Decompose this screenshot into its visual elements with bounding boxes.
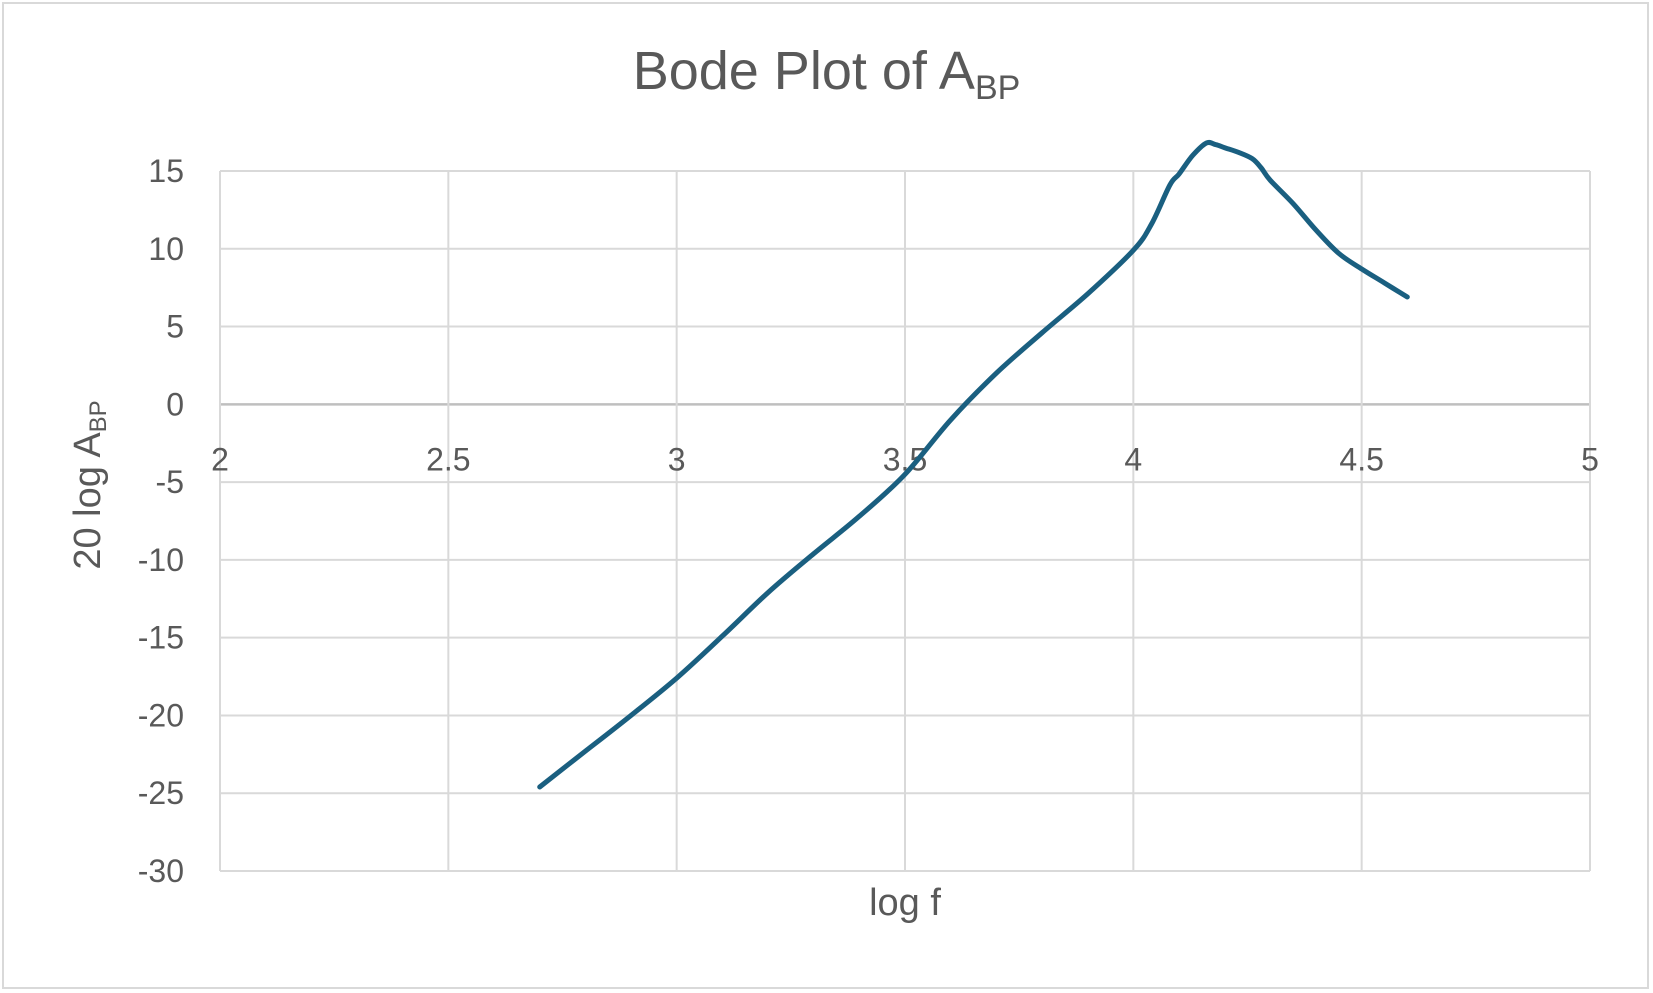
y-tick-label: 0 xyxy=(166,386,184,422)
x-axis-label: log f xyxy=(869,882,941,924)
x-tick-label: 2 xyxy=(211,441,229,477)
y-tick-label: -10 xyxy=(138,542,184,578)
chart-title-subscript: BP xyxy=(974,69,1021,107)
series-line xyxy=(537,139,1410,790)
x-tick-label: 3 xyxy=(668,441,686,477)
y-tick-labels: 15 10 5 0 -5 -10 -15 -20 -25 -30 xyxy=(138,153,184,889)
x-tick-label: 4 xyxy=(1124,441,1142,477)
grid-lines xyxy=(219,170,1591,872)
y-tick-label: -25 xyxy=(138,775,184,811)
y-tick-label: 5 xyxy=(166,309,184,345)
x-tick-label: 5 xyxy=(1581,441,1599,477)
x-tick-labels: 2 2.5 3 3.5 4 4.5 5 xyxy=(211,441,1599,477)
x-tick-label: 2.5 xyxy=(426,441,470,477)
y-tick-label: -15 xyxy=(138,620,184,656)
y-tick-label: 10 xyxy=(148,231,184,267)
x-tick-label: 4.5 xyxy=(1339,441,1383,477)
y-tick-label: -5 xyxy=(156,464,184,500)
y-tick-label: -20 xyxy=(138,697,184,733)
y-tick-label: 15 xyxy=(148,153,184,189)
chart-title: Bode Plot of ABP xyxy=(632,41,1021,107)
y-tick-label: -30 xyxy=(138,853,184,889)
